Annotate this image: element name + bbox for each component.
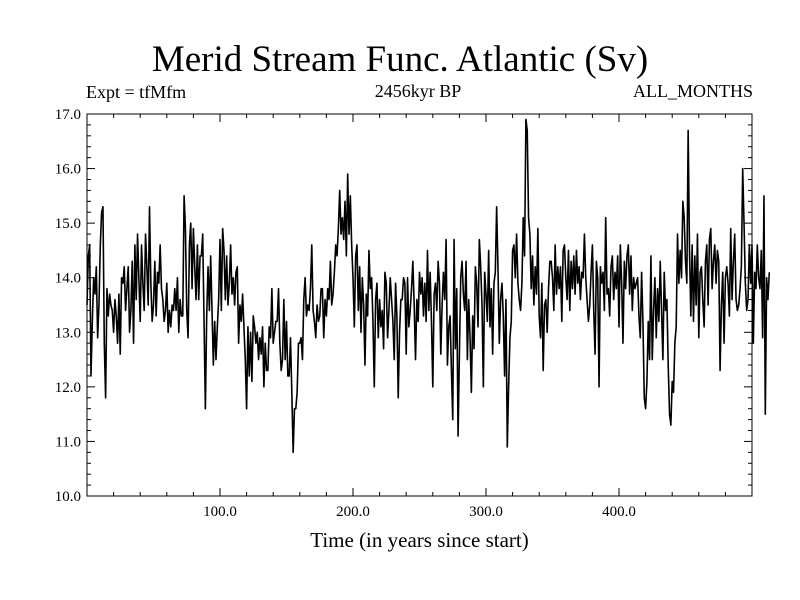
- x-tick-label: 200.0: [336, 504, 370, 520]
- y-tick-label: 10.0: [55, 489, 81, 505]
- axis-tick-labels: 10.0 11.0 12.0 13.0 14.0 15.0 16.0 17.0 100.0 200…: [55, 107, 636, 520]
- y-tick-label: 15.0: [55, 216, 81, 232]
- y-tick-label: 14.0: [55, 271, 81, 287]
- y-tick-label: 13.0: [55, 325, 81, 341]
- y-tick-label: 11.0: [55, 434, 81, 450]
- y-tick-label: 16.0: [55, 162, 81, 178]
- plot-frame: [86, 113, 753, 497]
- y-tick-label: 17.0: [55, 107, 81, 123]
- x-tick-label: 100.0: [203, 504, 237, 520]
- months-label: ALL_MONTHS: [633, 81, 753, 101]
- chart-title: Merid Stream Func. Atlantic (Sv): [151, 39, 649, 80]
- experiment-label: Expt = tfMfm: [86, 82, 187, 102]
- chart-subtitle: 2456kyr BP: [374, 81, 462, 101]
- y-tick-label: 12.0: [55, 380, 81, 396]
- x-tick-label: 400.0: [602, 504, 636, 520]
- x-tick-label: 300.0: [469, 504, 503, 520]
- x-axis-label: Time (in years since start): [310, 528, 529, 552]
- series-line: [86, 118, 771, 454]
